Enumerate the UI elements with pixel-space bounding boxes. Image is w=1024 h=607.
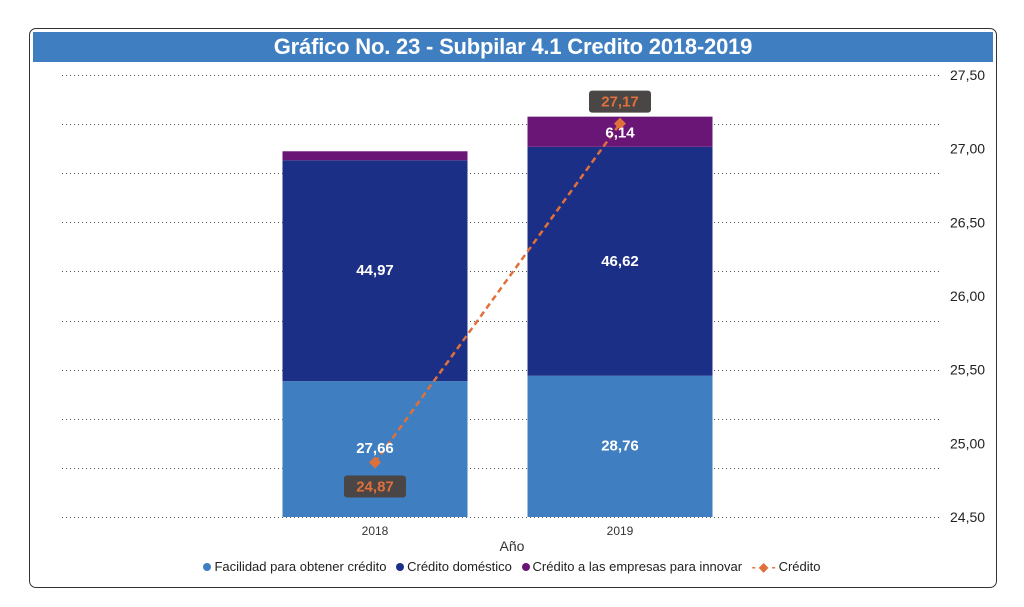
x-tick-label: 2018 (362, 524, 389, 538)
y-axis-ticks: 24,50 25,00 25,50 26,00 26,50 27,00 27,50 (950, 67, 985, 525)
bar-data-label: 27,66 (356, 440, 394, 457)
legend-label: Crédito a las empresas para innovar (532, 559, 743, 574)
legend-label: Crédito doméstico (407, 559, 512, 574)
legend-dot-icon (521, 563, 530, 571)
legend-dot-icon (203, 563, 212, 571)
credito-line (369, 117, 626, 469)
legend-item-domestico[interactable]: Crédito doméstico (396, 559, 512, 574)
legend-item-credito[interactable]: - ◆ - Crédito (752, 559, 821, 574)
legend-item-innovar[interactable]: Crédito a las empresas para innovar (521, 559, 743, 574)
x-axis-ticks: 2018 2019 (362, 524, 634, 538)
legend-line-diamond-icon: - ◆ - (751, 560, 776, 574)
y-tick-label: 26,00 (950, 288, 985, 304)
bar-facilidad (527, 375, 713, 517)
data-labels: 27,66 44,97 28,76 46,62 6,14 24,87 27,17 (344, 90, 651, 498)
legend-label: Facilidad para obtener crédito (214, 559, 387, 574)
credito-point-diamond-icon (369, 456, 381, 469)
line-label-box (344, 475, 406, 498)
legend-label: Crédito (778, 559, 821, 574)
bar-innovar (282, 151, 468, 161)
legend-item-facilidad[interactable]: Facilidad para obtener crédito (203, 559, 386, 574)
chart-frame (29, 28, 997, 588)
bar-data-label: 46,62 (601, 253, 639, 270)
line-label-box (589, 90, 651, 113)
y-tick-label: 27,50 (950, 67, 985, 83)
x-tick-label: 2019 (607, 524, 634, 538)
bar-domestico (282, 160, 468, 382)
y-tick-label: 26,50 (950, 214, 985, 230)
bar-domestico (527, 146, 713, 376)
bars (282, 116, 713, 517)
chart-title: Gráfico No. 23 - Subpilar 4.1 Credito 20… (33, 32, 993, 62)
legend-dot-icon (396, 563, 405, 571)
bar-data-label: 6,14 (605, 125, 635, 142)
y-tick-label: 25,00 (950, 435, 985, 451)
y-tick-label: 24,50 (950, 509, 985, 525)
x-axis-label: Año (499, 538, 525, 554)
bar-data-label: 44,97 (356, 262, 394, 279)
line-data-label: 27,17 (601, 94, 639, 111)
credito-point-diamond-icon (614, 117, 626, 130)
line-data-label: 24,87 (356, 478, 394, 495)
bar-data-label: 28,76 (601, 438, 639, 455)
gridlines (62, 75, 942, 518)
y-tick-label: 25,50 (950, 362, 985, 378)
legend: Facilidad para obtener crédito Crédito d… (0, 559, 1024, 574)
y-tick-label: 27,00 (950, 141, 985, 157)
